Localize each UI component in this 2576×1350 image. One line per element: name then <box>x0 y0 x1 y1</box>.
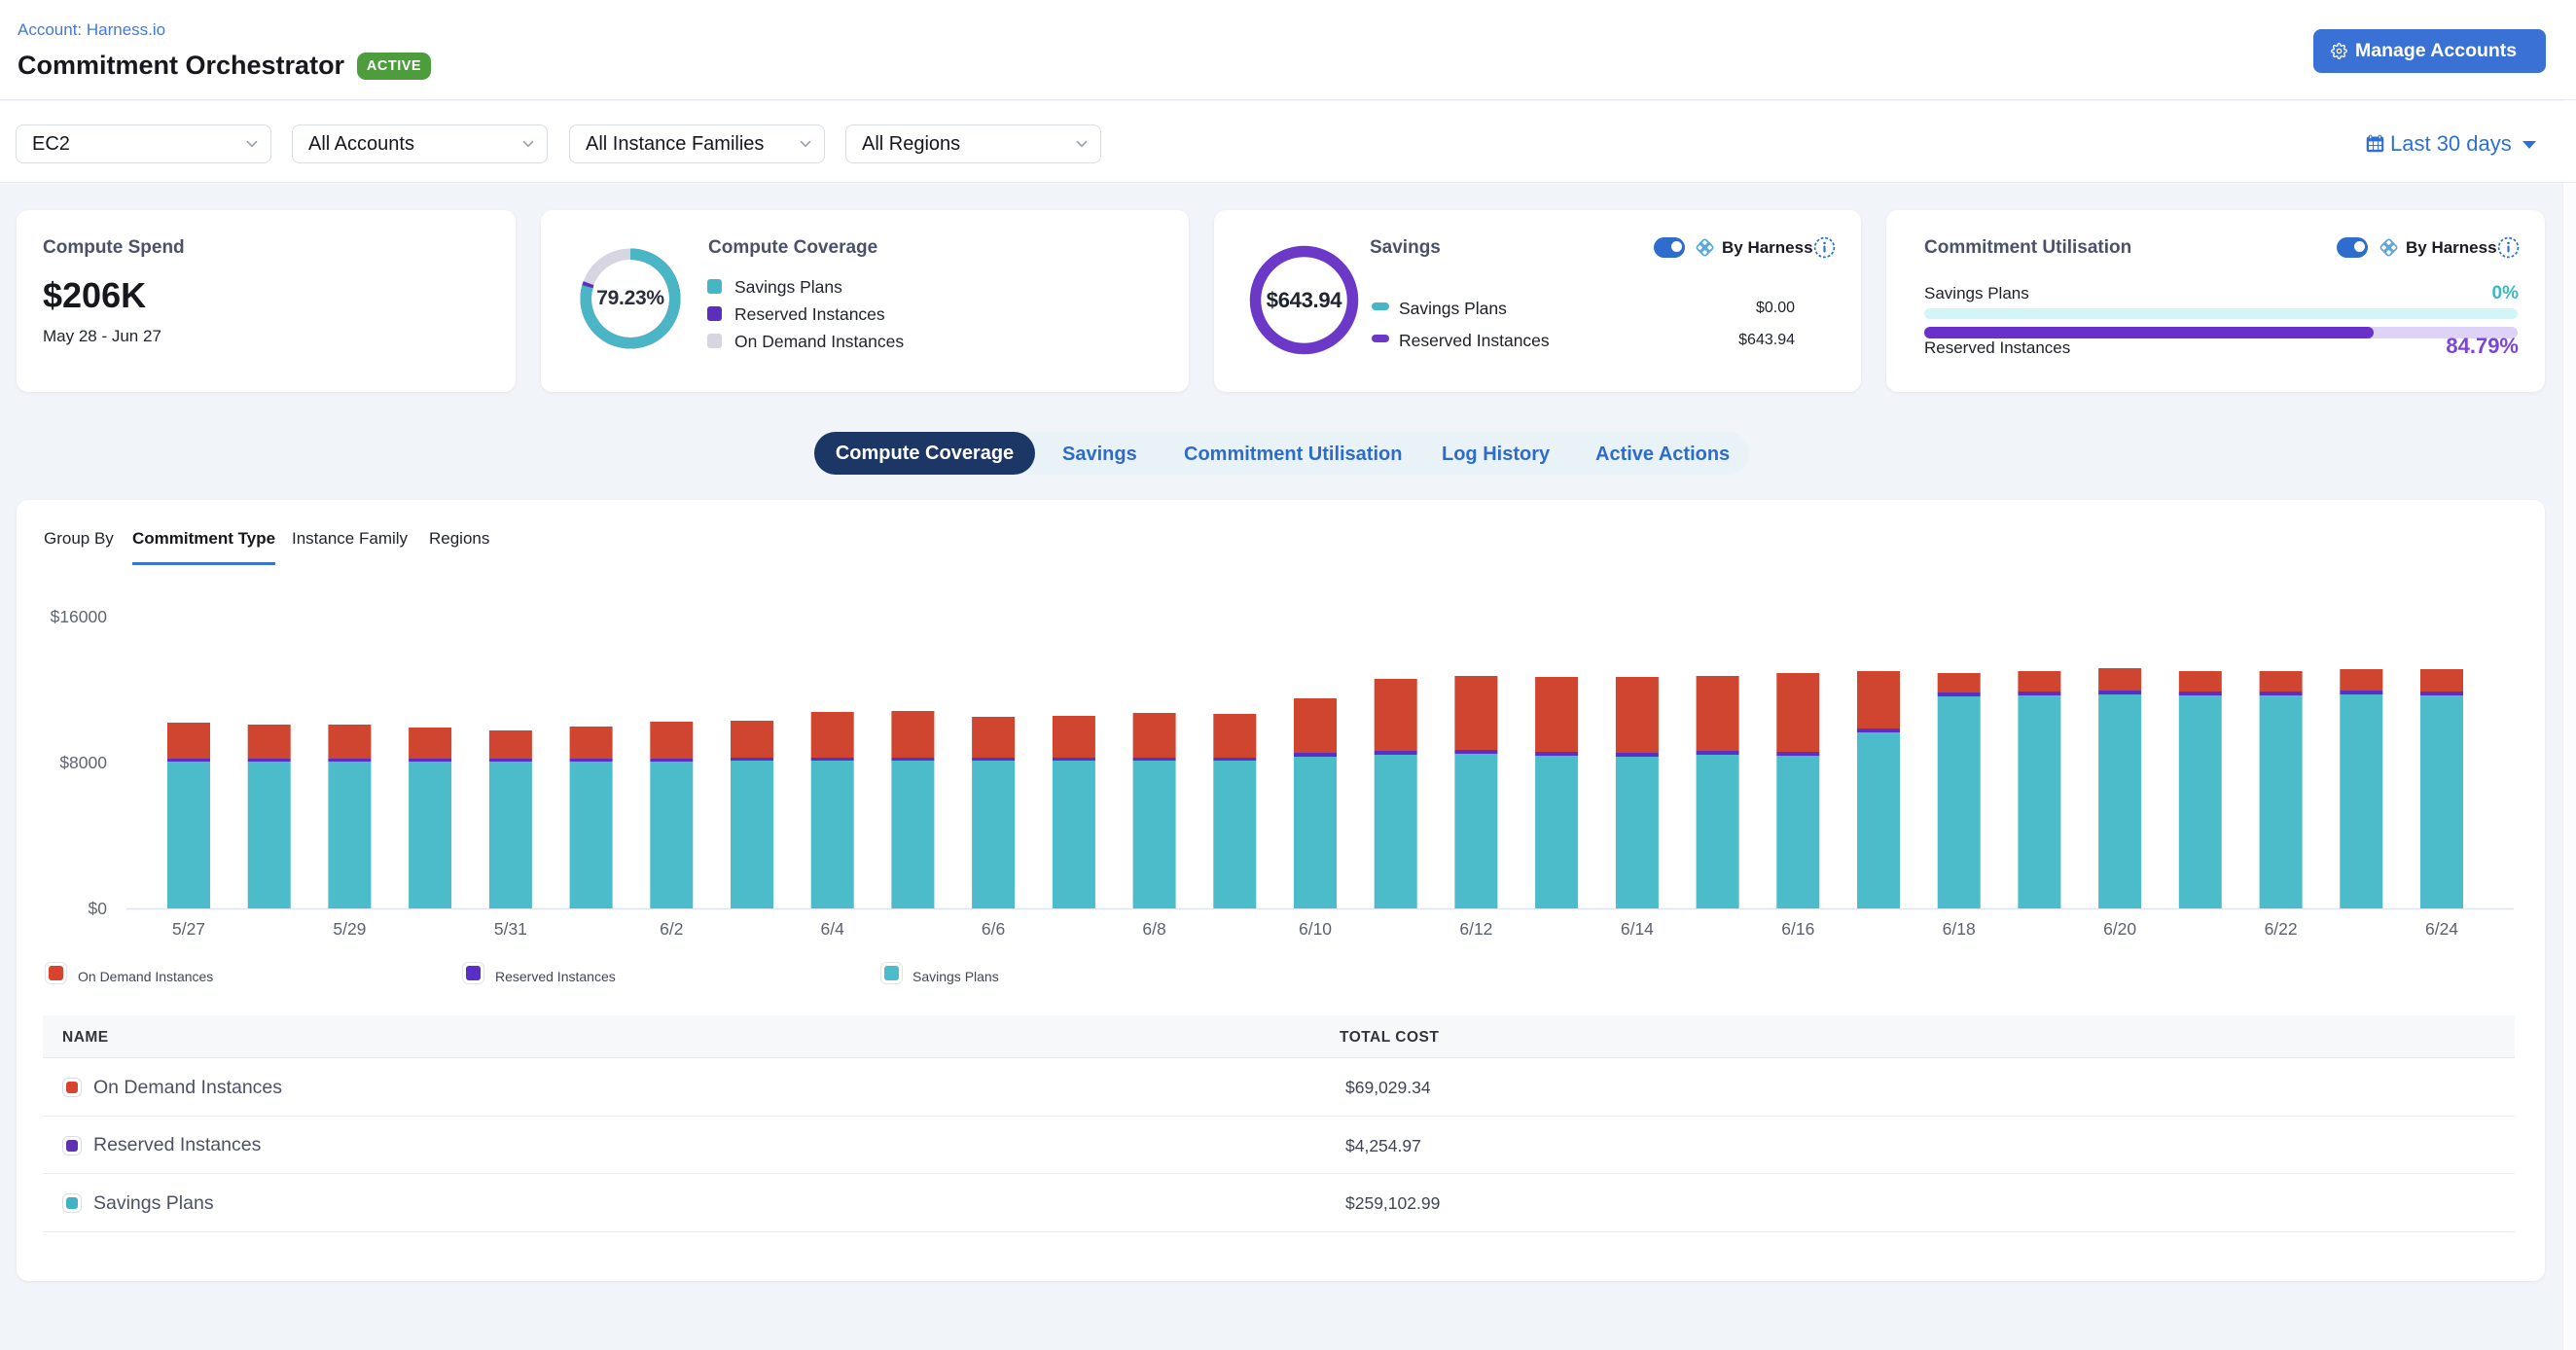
svg-text:6/20: 6/20 <box>2103 919 2136 939</box>
svg-text:6/16: 6/16 <box>1781 919 1814 939</box>
svg-text:6/22: 6/22 <box>2265 919 2298 939</box>
svg-text:6/6: 6/6 <box>982 919 1005 939</box>
svg-text:$16000: $16000 <box>51 607 108 626</box>
svg-text:6/4: 6/4 <box>821 919 845 939</box>
svg-text:$8000: $8000 <box>59 753 107 772</box>
svg-text:5/29: 5/29 <box>333 919 366 939</box>
svg-text:6/8: 6/8 <box>1142 919 1165 939</box>
svg-text:6/24: 6/24 <box>2425 919 2458 939</box>
svg-text:5/27: 5/27 <box>172 919 205 939</box>
svg-text:6/12: 6/12 <box>1459 919 1492 939</box>
svg-text:5/31: 5/31 <box>494 919 527 939</box>
svg-text:$0: $0 <box>89 899 108 918</box>
svg-text:6/14: 6/14 <box>1621 919 1654 939</box>
svg-text:6/10: 6/10 <box>1299 919 1332 939</box>
svg-text:6/18: 6/18 <box>1943 919 1976 939</box>
svg-text:6/2: 6/2 <box>660 919 683 939</box>
